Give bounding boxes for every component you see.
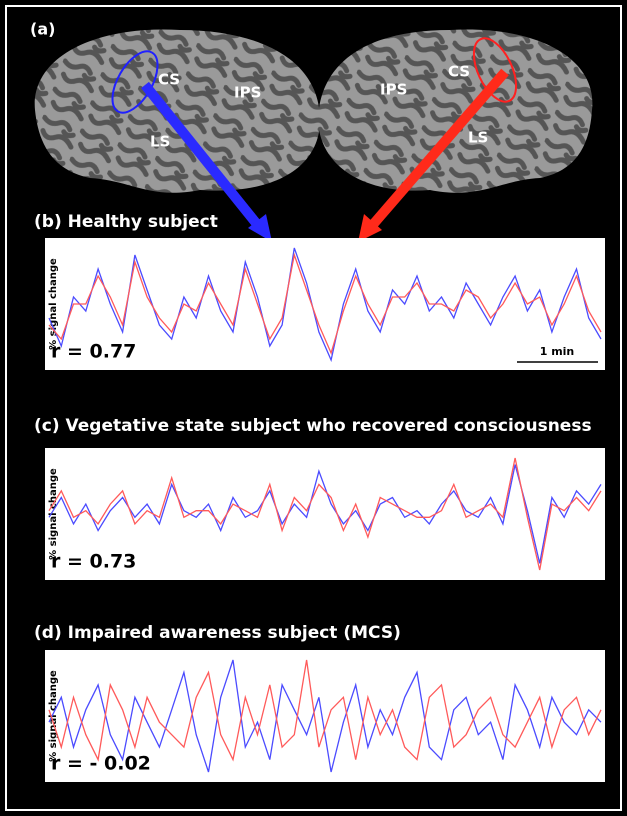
y-axis-label: % signal change — [48, 670, 59, 762]
right-brain — [318, 30, 592, 193]
correlation: r = 0.77 — [51, 341, 136, 363]
region-label: CS — [448, 63, 470, 81]
chart-title: (c) Vegetative state subject who recover… — [34, 416, 592, 436]
scale-bar-label: 1 min — [540, 345, 575, 358]
x-axis-label: time (min) — [532, 377, 597, 390]
left-brain — [35, 30, 320, 193]
region-label: IPS — [380, 81, 407, 99]
region-label: CS — [158, 71, 180, 89]
chart-title: (b) Healthy subject — [34, 212, 218, 232]
region-label: IPS — [234, 84, 261, 102]
region-label: LS — [468, 129, 488, 147]
y-axis-label: % signal change — [48, 468, 59, 560]
panel-label: (a) — [30, 20, 55, 39]
correlation: r = - 0.02 — [51, 753, 151, 775]
x-axis-label: time (min) — [532, 791, 597, 804]
x-axis-label: time (min) — [532, 585, 597, 598]
correlation: r = 0.73 — [51, 551, 136, 573]
page: (a) CS IPS LS IPS CS LS (b) Healthy subj… — [0, 0, 627, 816]
figure: (a) CS IPS LS IPS CS LS (b) Healthy subj… — [0, 0, 627, 816]
region-label: LS — [150, 133, 170, 151]
chart-title: (d) Impaired awareness subject (MCS) — [34, 623, 401, 643]
